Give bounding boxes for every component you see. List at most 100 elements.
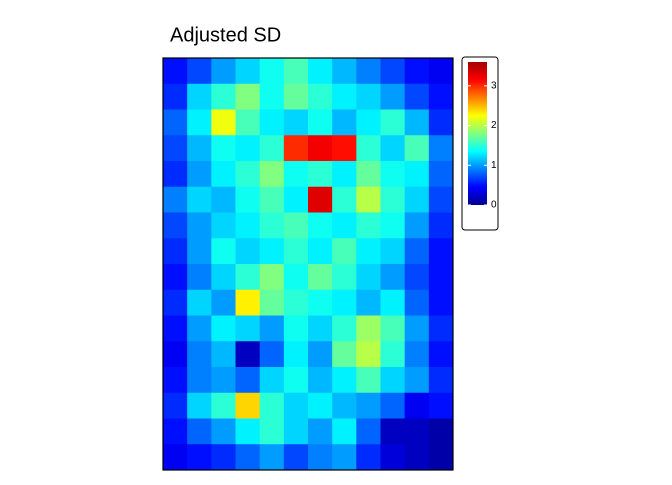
heatmap-cell	[404, 83, 430, 110]
heatmap-cell	[211, 212, 236, 239]
heatmap-cell	[283, 135, 309, 162]
heatmap-cell	[235, 444, 261, 471]
heatmap-cell	[380, 315, 406, 342]
heatmap-cell	[332, 135, 357, 162]
heatmap-cell	[380, 109, 406, 136]
heatmap-cell	[187, 83, 212, 110]
heatmap-cell	[283, 161, 309, 188]
heatmap-cell	[211, 161, 236, 188]
heatmap-cell	[211, 444, 236, 471]
heatmap-cell	[163, 444, 188, 471]
heatmap-cell	[356, 109, 381, 136]
heatmap-cell	[283, 418, 309, 445]
heatmap-cell	[332, 341, 357, 368]
heatmap-cell	[308, 238, 333, 265]
heatmap-cell	[259, 418, 285, 445]
heatmap-cell	[404, 238, 430, 265]
heatmap-cell	[211, 264, 236, 291]
heatmap-cell	[380, 341, 406, 368]
heatmap-cell	[211, 238, 236, 265]
heatmap-cell	[211, 418, 236, 445]
heatmap-cell	[211, 341, 236, 368]
heatmap-cell	[428, 161, 454, 188]
heatmap-cell	[283, 315, 309, 342]
heatmap-cell	[163, 135, 188, 162]
heatmap-cell	[283, 58, 309, 85]
heatmap-cell	[211, 289, 236, 316]
heatmap-cell	[428, 264, 454, 291]
heatmap-cell	[283, 444, 309, 471]
heatmap-cell	[235, 392, 261, 419]
heatmap-cell	[187, 109, 212, 136]
heatmap-cell	[163, 264, 188, 291]
heatmap-cell	[211, 186, 236, 213]
heatmap-cell	[235, 186, 261, 213]
heatmap-cell	[332, 58, 357, 85]
heatmap-cell	[428, 186, 454, 213]
colorbar-tick-label: 1	[491, 160, 497, 171]
heatmap-cell	[332, 238, 357, 265]
heatmap-cell	[283, 212, 309, 239]
heatmap-cell	[163, 186, 188, 213]
heatmap-cell	[332, 392, 357, 419]
heatmap-cell	[308, 264, 333, 291]
heatmap-cell	[187, 161, 212, 188]
heatmap-cell	[235, 418, 261, 445]
heatmap-cell	[187, 212, 212, 239]
heatmap-cell	[211, 367, 236, 394]
heatmap-cell	[380, 367, 406, 394]
heatmap-cell	[163, 418, 188, 445]
heatmap-cell	[356, 264, 381, 291]
heatmap-cell	[308, 367, 333, 394]
heatmap-cell	[163, 212, 188, 239]
heatmap-cell	[259, 315, 285, 342]
heatmap-cell	[332, 367, 357, 394]
heatmap-cell	[308, 161, 333, 188]
heatmap-cell	[187, 264, 212, 291]
heatmap-cell	[332, 212, 357, 239]
heatmap-cell	[356, 212, 381, 239]
heatmap-cell	[356, 367, 381, 394]
heatmap-cell	[259, 58, 285, 85]
heatmap-cell	[235, 341, 261, 368]
heatmap-cell	[211, 83, 236, 110]
heatmap-cell	[428, 289, 454, 316]
heatmap-cell	[404, 341, 430, 368]
heatmap-cell	[308, 444, 333, 471]
heatmap-cell	[404, 161, 430, 188]
heatmap-cell	[187, 186, 212, 213]
plot-border	[162, 57, 454, 471]
heatmap-cell	[428, 444, 454, 471]
heatmap-cell	[332, 109, 357, 136]
heatmap-cell	[356, 83, 381, 110]
heatmap-cell	[356, 418, 381, 445]
heatmap-cell	[283, 264, 309, 291]
heatmap-cell	[259, 444, 285, 471]
heatmap-cell	[380, 444, 406, 471]
heatmap-cell	[187, 58, 212, 85]
chart-title: Adjusted SD	[170, 24, 281, 46]
heatmap-cell	[356, 444, 381, 471]
heatmap-cell	[332, 186, 357, 213]
heatmap-cell	[211, 392, 236, 419]
heatmap-cell	[428, 367, 454, 394]
heatmap-cell	[404, 444, 430, 471]
heatmap-cell	[380, 392, 406, 419]
heatmap-cell	[235, 289, 261, 316]
heatmap-cell	[380, 289, 406, 316]
heatmap-cell	[283, 392, 309, 419]
heatmap-cell	[308, 341, 333, 368]
heatmap-cell	[356, 238, 381, 265]
heatmap-cell	[308, 109, 333, 136]
heatmap-cell	[235, 315, 261, 342]
heatmap-cell	[428, 341, 454, 368]
heatmap-cell	[235, 264, 261, 291]
heatmap-cell	[428, 212, 454, 239]
heatmap-cell	[259, 367, 285, 394]
heatmap-cell	[235, 109, 261, 136]
heatmap-cell	[235, 161, 261, 188]
heatmap-cell	[259, 341, 285, 368]
heatmap-cell	[163, 367, 188, 394]
